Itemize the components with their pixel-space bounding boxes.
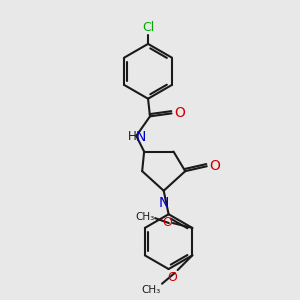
Text: O: O	[210, 159, 220, 173]
Text: O: O	[162, 216, 172, 229]
Text: O: O	[167, 271, 177, 284]
Text: CH₃: CH₃	[135, 212, 154, 222]
Text: H: H	[128, 130, 137, 143]
Text: Cl: Cl	[142, 21, 154, 34]
Text: N: N	[158, 196, 169, 210]
Text: O: O	[175, 106, 185, 120]
Text: N: N	[136, 130, 146, 144]
Text: CH₃: CH₃	[142, 285, 161, 295]
